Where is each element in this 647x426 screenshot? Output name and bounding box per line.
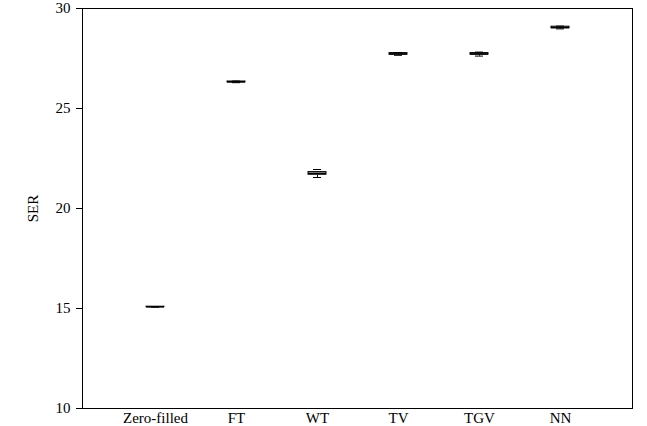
svg-text:TGV: TGV (464, 410, 495, 426)
svg-text:10: 10 (56, 400, 71, 416)
svg-text:NN: NN (550, 410, 572, 426)
svg-text:20: 20 (56, 200, 71, 216)
svg-text:FT: FT (228, 410, 246, 426)
svg-text:25: 25 (56, 100, 71, 116)
svg-text:TV: TV (389, 410, 409, 426)
svg-text:Zero-filled: Zero-filled (123, 410, 188, 426)
svg-text:30: 30 (56, 0, 71, 16)
svg-text:SER: SER (25, 195, 41, 223)
svg-text:15: 15 (56, 300, 71, 316)
svg-text:WT: WT (306, 410, 329, 426)
